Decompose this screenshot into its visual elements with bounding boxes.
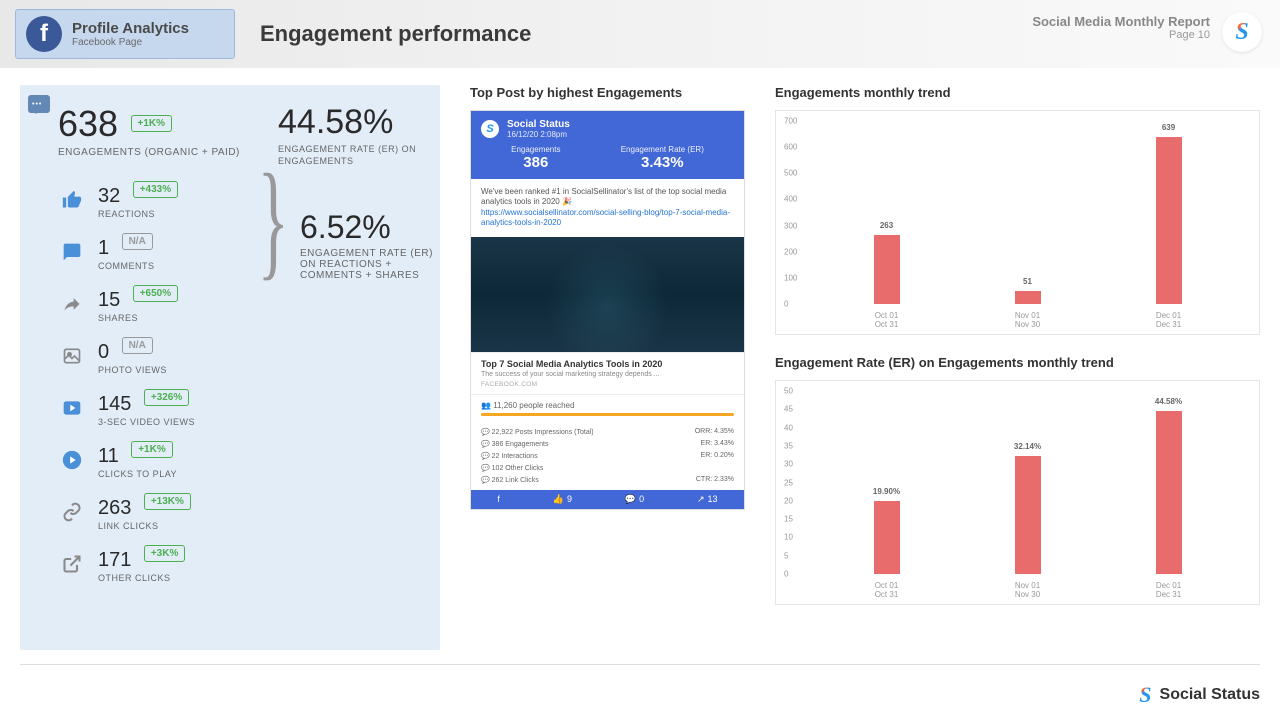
metric-label: SHARES [98,313,428,323]
metric-change: +326% [144,389,189,406]
header: f Profile Analytics Facebook Page Engage… [0,0,1280,68]
chart-bar: 639 [1156,137,1182,304]
share-icon [58,293,86,315]
post-account-icon: S [481,120,499,138]
post-detail-row: 💬 22 InteractionsER: 0.20% [481,450,734,462]
metric-change: +650% [133,285,178,302]
post-footer: f 👍 9 💬 0 ↗ 13 [471,490,744,509]
profile-badge: f Profile Analytics Facebook Page [15,9,235,59]
post-link[interactable]: https://www.socialsellinator.com/social-… [481,208,730,227]
metric-value: 32 [98,185,120,208]
chart-bar: 44.58% [1156,411,1182,574]
shares-count: ↗ 13 [697,494,718,505]
er-trend-chart: Engagement Rate (ER) on Engagements mont… [775,355,1260,605]
metric-label: LINK CLICKS [98,521,428,531]
post-reach: 👥 11,260 people reached [471,394,744,422]
er-engagements-value: 44.58% [278,103,393,142]
play-sq-icon [58,397,86,419]
badge-subtitle: Facebook Page [72,37,189,48]
metric-label: OTHER CLICKS [98,573,428,583]
engagement-icon: ••• [28,95,50,113]
metric-change: +3K% [144,545,186,562]
post-detail-row: 💬 386 EngagementsER: 3.43% [481,438,734,450]
comments-count: 💬 0 [625,494,644,505]
likes-count: 👍 9 [553,494,572,505]
badge-title: Profile Analytics [72,20,189,37]
photo-icon [58,345,86,367]
metric-change: +1K% [131,441,173,458]
engagements-change: +1K% [131,115,173,132]
metric-label: 3-SEC VIDEO VIEWS [98,417,428,427]
post-body: We've been ranked #1 in SocialSellinator… [471,179,744,237]
chart-bar: 263 [874,235,900,304]
facebook-icon: f [26,16,62,52]
metric-row: 171 +3K% OTHER CLICKS [58,545,428,583]
metric-change: +13K% [144,493,191,510]
engagements-trend-chart: Engagements monthly trend 01002003004005… [775,85,1260,335]
metric-value: 15 [98,289,120,312]
post-detail-row: 💬 102 Other Clicks [481,462,734,474]
footer-divider [20,664,1260,665]
metric-change: N/A [122,337,153,354]
post-detail-row: 💬 22,922 Posts Impressions (Total)ORR: 4… [481,426,734,438]
external-icon [58,553,86,575]
post-detail-row: 💬 262 Link ClicksCTR: 2.33% [481,474,734,486]
metrics-panel: ••• 638 +1K% ENGAGEMENTS (ORGANIC + PAID… [20,85,440,650]
post-card: S Social Status 16/12/20 2:08pm Engageme… [470,110,745,510]
metric-row: 263 +13K% LINK CLICKS [58,493,428,531]
metric-row: 0 N/A PHOTO VIEWS [58,337,428,375]
metric-row: 145 +326% 3-SEC VIDEO VIEWS [58,389,428,427]
er-rcs-value: 6.52% [300,209,391,246]
metric-value: 0 [98,341,109,364]
engagements-value: 638 [58,103,118,145]
metric-change: +433% [133,181,178,198]
metric-row: 11 +1K% CLICKS TO PLAY [58,441,428,479]
footer-brand: S Social Status [1139,682,1260,708]
brand-logo-icon: S [1222,12,1262,52]
fb-icon: f [497,494,500,505]
chart-bar: 19.90% [874,501,900,574]
chart-bar: 32.14% [1015,456,1041,574]
post-image [471,237,744,352]
page-title: Engagement performance [260,21,531,47]
metric-value: 171 [98,549,131,572]
brace-icon: } [258,155,289,285]
play-circ-icon [58,449,86,471]
metric-label: CLICKS TO PLAY [98,469,428,479]
metric-row: 15 +650% SHARES [58,285,428,323]
report-meta: Social Media Monthly Report Page 10 [1032,14,1210,41]
comment-icon [58,241,86,263]
chart-bar: 51 [1015,291,1041,304]
metric-value: 263 [98,497,131,520]
metric-value: 1 [98,237,109,260]
metric-value: 11 [98,445,119,468]
metric-value: 145 [98,393,131,416]
link-icon [58,501,86,523]
metric-label: PHOTO VIEWS [98,365,428,375]
metric-change: N/A [122,233,153,250]
top-post-panel: Top Post by highest Engagements S Social… [470,85,745,650]
thumb-icon [58,189,86,211]
